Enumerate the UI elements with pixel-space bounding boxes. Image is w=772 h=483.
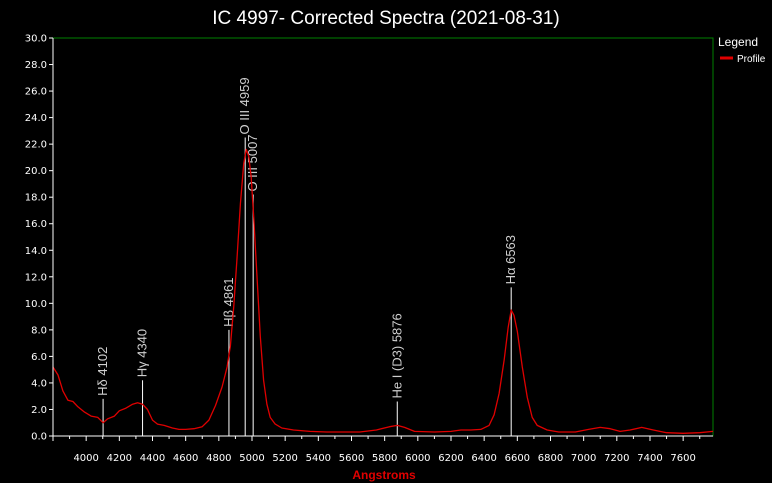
x-tick-label-4: 4800 xyxy=(206,453,231,464)
axis-layer: 0.0 2.0 4.0 6.0 8.0 10.0 12.0 14.0 16.0 18.0 20.0 2… xyxy=(25,34,713,464)
annotation-label-4: O III 5007 xyxy=(245,134,260,191)
x-tick-label-3: 4600 xyxy=(173,453,198,464)
y-tick-label-1: 2.0 xyxy=(31,405,47,416)
x-tick-label-13: 6600 xyxy=(505,453,530,464)
legend-item-profile: Profile xyxy=(737,54,766,65)
y-tick-label-8: 16.0 xyxy=(25,219,47,230)
x-tick-label-14: 6800 xyxy=(538,453,563,464)
chart-title: IC 4997- Corrected Spectra (2021-08-31) xyxy=(212,8,559,29)
y-tick-label-12: 24.0 xyxy=(25,113,47,124)
y-tick-label-15: 30.0 xyxy=(25,34,47,45)
x-tick-label-15: 7000 xyxy=(571,453,596,464)
x-tick-label-2: 4400 xyxy=(140,453,165,464)
y-tick-label-11: 22.0 xyxy=(25,140,47,151)
y-tick-label-4: 8.0 xyxy=(31,325,47,336)
x-tick-label-1: 4200 xyxy=(107,453,132,464)
x-tick-label-7: 5400 xyxy=(306,453,331,464)
legend: Legend Profile xyxy=(718,35,766,65)
x-tick-label-16: 7200 xyxy=(604,453,629,464)
y-tick-label-9: 18.0 xyxy=(25,193,47,204)
annotation-label-6: Hα 6563 xyxy=(503,235,518,284)
annotation-label-5: He I (D3) 5876 xyxy=(389,313,404,398)
x-tick-label-8: 5600 xyxy=(339,453,364,464)
annotation-label-3: O III 4959 xyxy=(237,77,252,134)
series-line-0 xyxy=(52,148,714,434)
annotation-label-0: Hδ 4102 xyxy=(95,347,110,396)
legend-title: Legend xyxy=(718,35,758,49)
y-tick-label-10: 20.0 xyxy=(25,166,47,177)
x-tick-label-18: 7600 xyxy=(670,453,695,464)
x-tick-label-17: 7400 xyxy=(637,453,662,464)
y-tick-label-5: 10.0 xyxy=(25,299,47,310)
y-tick-label-6: 12.0 xyxy=(25,272,47,283)
series-layer xyxy=(52,148,714,434)
x-tick-label-12: 6400 xyxy=(471,453,496,464)
x-tick-label-11: 6200 xyxy=(438,453,463,464)
annotation-label-1: Hγ 4340 xyxy=(135,329,150,377)
y-tick-label-0: 0.0 xyxy=(31,432,47,443)
y-tick-label-13: 26.0 xyxy=(25,87,47,98)
x-axis-label: Angstroms xyxy=(352,468,416,482)
y-tick-label-7: 14.0 xyxy=(25,246,47,257)
x-tick-label-9: 5800 xyxy=(372,453,397,464)
y-tick-label-3: 6.0 xyxy=(31,352,47,363)
x-tick-label-6: 5200 xyxy=(272,453,297,464)
y-tick-label-14: 28.0 xyxy=(25,60,47,71)
y-tick-label-2: 4.0 xyxy=(31,378,47,389)
x-tick-label-0: 4000 xyxy=(73,453,98,464)
x-tick-label-5: 5000 xyxy=(239,453,264,464)
annotation-label-2: Hβ 4861 xyxy=(221,277,236,326)
x-tick-label-10: 6000 xyxy=(405,453,430,464)
plot-frame xyxy=(52,37,714,437)
